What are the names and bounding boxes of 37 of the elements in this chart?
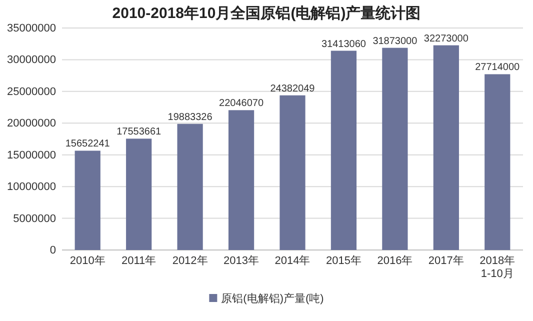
x-tick-label: 2014年	[274, 255, 310, 267]
data-label: 15652241	[65, 138, 110, 150]
bar	[126, 138, 152, 250]
bar	[177, 124, 203, 250]
data-label: 27714000	[475, 62, 520, 74]
y-tick-label: 5000000	[13, 212, 56, 225]
data-label: 32273000	[424, 33, 469, 44]
data-label: 31413060	[321, 38, 366, 50]
y-tick-label: 10000000	[7, 181, 56, 194]
bar	[280, 95, 306, 250]
data-label: 17553661	[116, 126, 162, 138]
x-tick-label: 2010年	[70, 255, 106, 267]
data-label: 31873000	[372, 36, 418, 47]
x-tick-label: 2013年	[224, 255, 260, 267]
x-tick-label: 2012年	[172, 255, 208, 267]
bar	[74, 150, 100, 250]
y-tick-label: 15000000	[7, 149, 56, 162]
y-tick-label: 25000000	[7, 86, 56, 98]
y-tick-label: 20000000	[7, 118, 56, 130]
bar	[433, 45, 459, 250]
data-label: 22046070	[219, 98, 264, 110]
data-label: 19883326	[168, 112, 213, 123]
x-tick-label: 2011年	[122, 255, 156, 267]
y-tick-label: 30000000	[7, 54, 56, 66]
x-tick-label: 2017年	[428, 255, 464, 267]
bar	[330, 50, 357, 250]
chart-title: 2010-2018年10月全国原铝(电解铝)产量统计图	[112, 5, 421, 22]
x-tick-label: 2016年	[377, 255, 413, 267]
bar	[484, 74, 510, 250]
x-tick-label: 2015年	[326, 255, 362, 267]
bar	[228, 110, 254, 250]
data-label: 24382049	[270, 83, 316, 94]
bar	[382, 48, 408, 250]
y-tick-label: 0	[50, 244, 56, 257]
x-tick-label: 2018年 1-10月	[480, 255, 516, 280]
legend-label: 原铝(电解铝)产量(吨)	[221, 292, 324, 305]
y-tick-label: 35000000	[7, 22, 56, 35]
